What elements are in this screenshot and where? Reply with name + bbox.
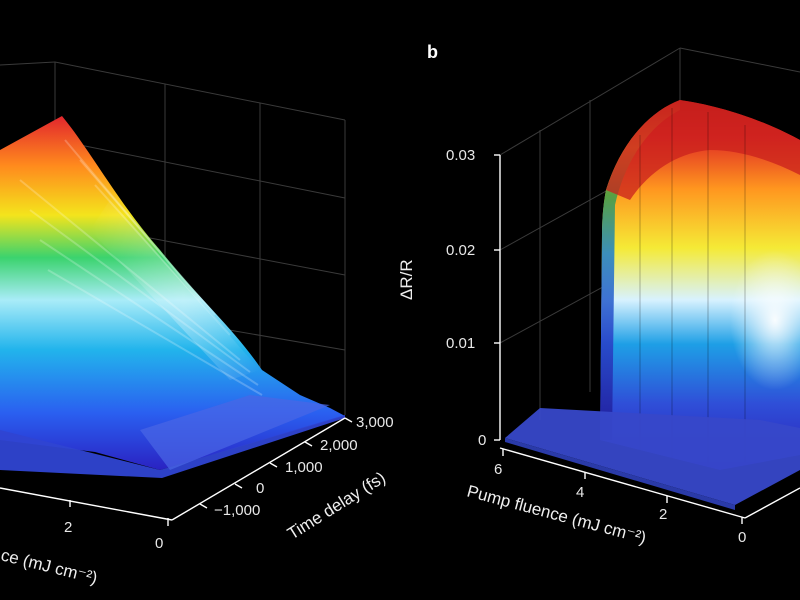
panel-a-delay-label: Time delay (fs) bbox=[284, 468, 389, 543]
panel-b-surface bbox=[505, 100, 800, 510]
panel-b-z-tick-0: 0 bbox=[478, 432, 486, 449]
panel-b: b bbox=[397, 42, 800, 548]
panel-a-fluence-tick-0: 0 bbox=[155, 535, 163, 552]
panel-a-delay-tick-1000: 1,000 bbox=[285, 459, 323, 476]
panel-b-fluence-tick-0: 0 bbox=[738, 529, 746, 546]
panel-a-axes bbox=[0, 417, 353, 526]
panel-a-delay-tick-3000: 3,000 bbox=[356, 414, 394, 431]
panel-b-z-tick-0.01: 0.01 bbox=[446, 335, 475, 352]
panel-a-delay-tick-minus1000: −1,000 bbox=[214, 502, 260, 519]
panel-a-fluence-label: ce (mJ cm⁻²) bbox=[0, 545, 99, 587]
panel-b-fluence-tick-2: 2 bbox=[659, 506, 667, 523]
panel-b-z-label: ΔR/R bbox=[397, 259, 416, 300]
panel-b-letter: b bbox=[427, 42, 438, 62]
panel-a-delay-tick-2000: 2,000 bbox=[320, 437, 358, 454]
panel-a-surface bbox=[0, 116, 345, 478]
panel-b-fluence-label: Pump fluence (mJ cm⁻²) bbox=[465, 482, 648, 548]
panel-b-z-tick-0.02: 0.02 bbox=[446, 242, 475, 259]
panel-a-fluence-tick-2: 2 bbox=[64, 519, 72, 536]
panel-b-z-tick-0.03: 0.03 bbox=[446, 147, 475, 164]
panel-b-axes bbox=[494, 154, 800, 524]
panel-a-delay-tick-0: 0 bbox=[256, 480, 264, 497]
panel-a: 2 0 3,000 2,000 1,000 0 −1,000 ce (mJ cm… bbox=[0, 61, 394, 588]
panel-b-fluence-tick-4: 4 bbox=[576, 484, 584, 501]
panel-b-fluence-tick-6: 6 bbox=[494, 461, 502, 478]
